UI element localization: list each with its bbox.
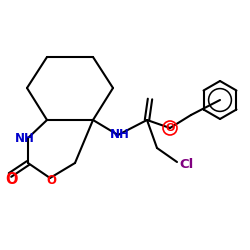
Text: NH: NH: [110, 128, 130, 140]
Text: NH: NH: [15, 132, 35, 144]
Text: O: O: [5, 172, 17, 188]
Text: O: O: [46, 174, 56, 188]
Text: O: O: [165, 123, 175, 133]
Text: Cl: Cl: [179, 158, 193, 170]
